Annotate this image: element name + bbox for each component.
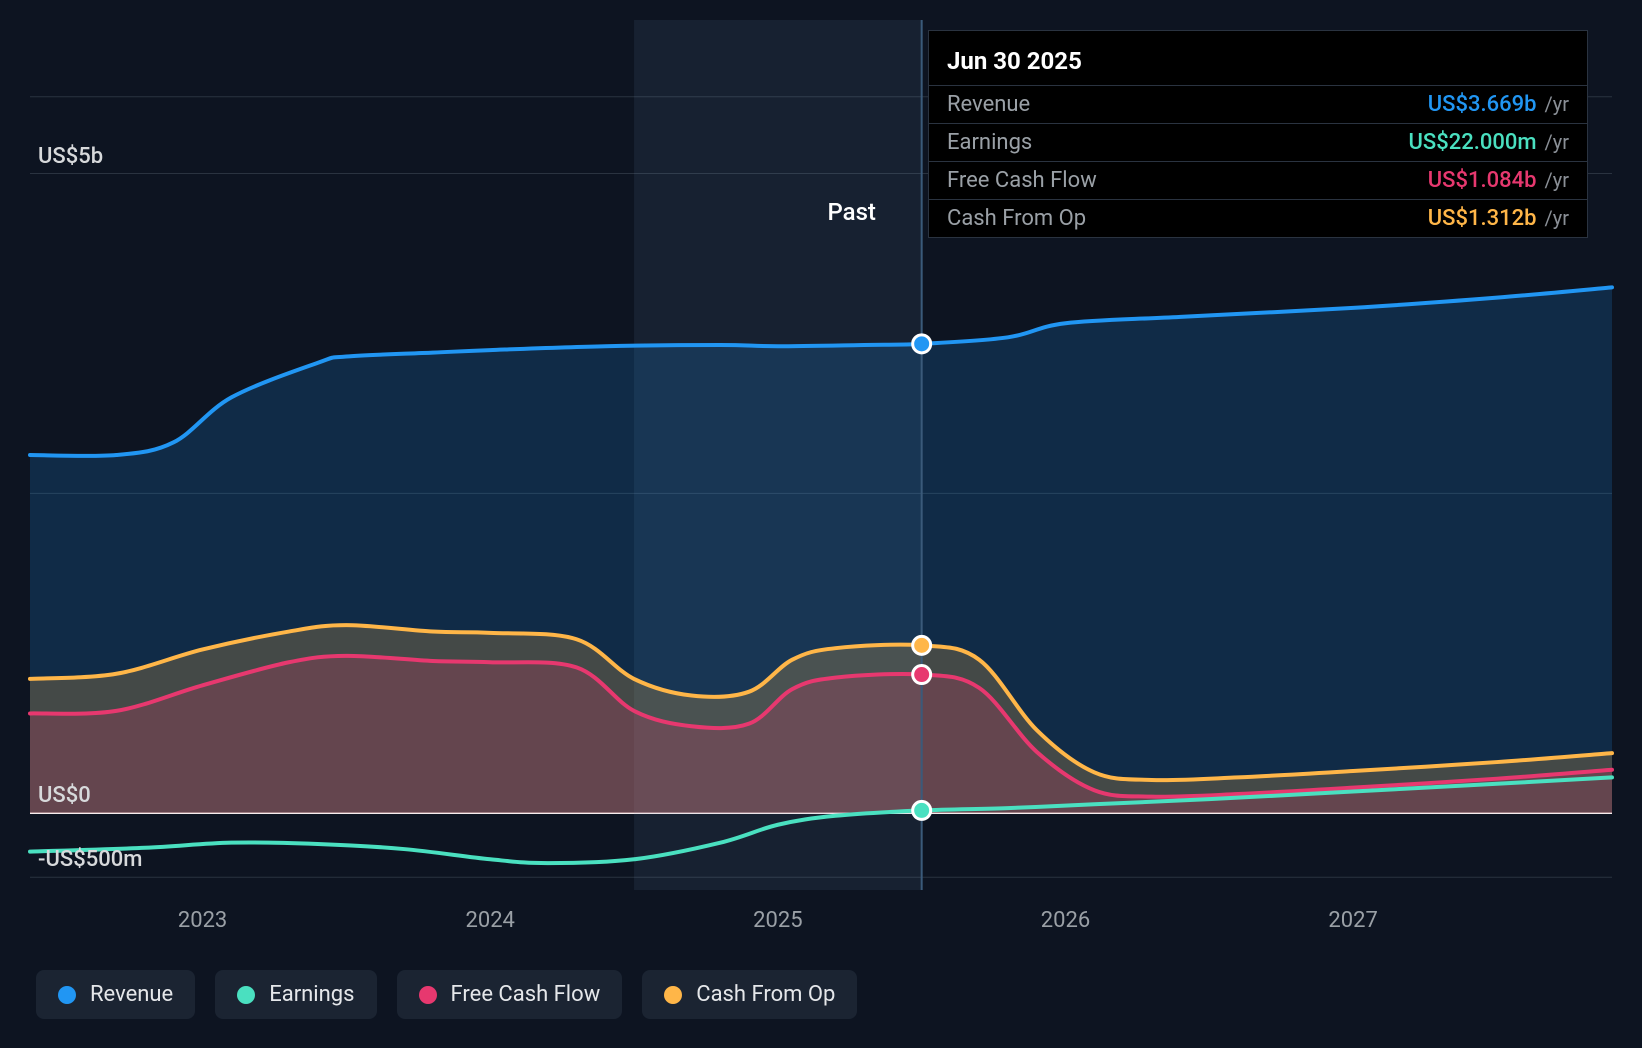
- x-tick-label: 2027: [1328, 908, 1377, 933]
- hover-tooltip: Jun 30 2025 Revenue US$3.669b/yr Earning…: [928, 30, 1588, 238]
- x-tick-label: 2025: [753, 908, 802, 933]
- legend-item-earnings[interactable]: Earnings: [215, 970, 376, 1019]
- chart-legend: Revenue Earnings Free Cash Flow Cash Fro…: [36, 970, 857, 1019]
- legend-item-label: Free Cash Flow: [451, 982, 601, 1007]
- tooltip-row-label: Cash From Op: [947, 206, 1086, 231]
- tooltip-row-label: Revenue: [947, 92, 1030, 117]
- tooltip-row-label: Free Cash Flow: [947, 168, 1097, 193]
- legend-dot-icon: [58, 986, 76, 1004]
- tooltip-date: Jun 30 2025: [929, 41, 1587, 85]
- financial-forecast-chart: { "chart": { "type": "line-area", "backg…: [0, 0, 1642, 1048]
- tooltip-row-cfo: Cash From Op US$1.312b/yr: [929, 199, 1587, 237]
- tooltip-row-unit: /yr: [1545, 130, 1570, 154]
- legend-item-label: Revenue: [90, 982, 173, 1007]
- legend-dot-icon: [237, 986, 255, 1004]
- legend-item-label: Earnings: [269, 982, 354, 1007]
- tooltip-row-fcf: Free Cash Flow US$1.084b/yr: [929, 161, 1587, 199]
- tooltip-row-unit: /yr: [1545, 206, 1570, 230]
- tooltip-row-amount: US$3.669b: [1428, 92, 1537, 117]
- past-label: Past: [827, 198, 875, 226]
- legend-item-cfo[interactable]: Cash From Op: [642, 970, 857, 1019]
- legend-dot-icon: [419, 986, 437, 1004]
- tooltip-row-label: Earnings: [947, 130, 1032, 155]
- x-tick-label: 2026: [1041, 908, 1090, 933]
- tooltip-row-earnings: Earnings US$22.000m/yr: [929, 123, 1587, 161]
- tooltip-row-revenue: Revenue US$3.669b/yr: [929, 85, 1587, 123]
- x-tick-label: 2023: [178, 908, 227, 933]
- legend-item-label: Cash From Op: [696, 982, 835, 1007]
- tooltip-row-amount: US$1.312b: [1428, 206, 1537, 231]
- x-tick-label: 2024: [465, 908, 514, 933]
- legend-dot-icon: [664, 986, 682, 1004]
- legend-item-revenue[interactable]: Revenue: [36, 970, 195, 1019]
- y-tick-label: -US$500m: [38, 847, 142, 872]
- y-tick-label: US$0: [38, 783, 91, 808]
- tooltip-row-amount: US$1.084b: [1428, 168, 1537, 193]
- tooltip-row-unit: /yr: [1545, 168, 1570, 192]
- legend-item-fcf[interactable]: Free Cash Flow: [397, 970, 623, 1019]
- y-tick-label: US$5b: [38, 144, 103, 169]
- tooltip-row-unit: /yr: [1545, 92, 1570, 116]
- tooltip-row-amount: US$22.000m: [1408, 130, 1536, 155]
